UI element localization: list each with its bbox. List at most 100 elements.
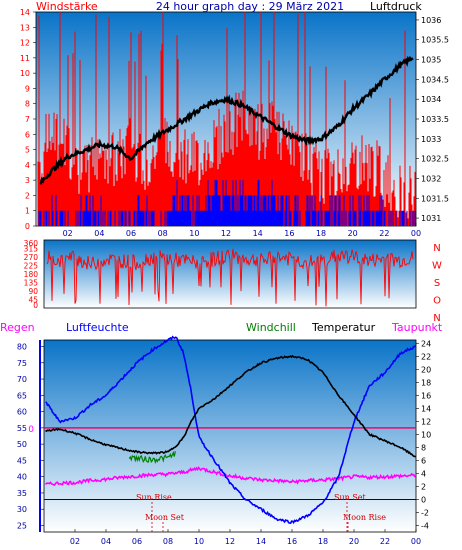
humidity-y-tick: 65 xyxy=(17,391,27,400)
x-tick-label: 08 xyxy=(163,537,173,546)
x-tick-label: 14 xyxy=(253,229,263,238)
sunrise-label: Sun Rise xyxy=(136,493,172,502)
x-tick-label: 20 xyxy=(348,229,358,238)
regen-zero-label: 0 xyxy=(28,425,34,435)
pressure-y-tick: 1035 xyxy=(421,56,441,65)
sunset-label: Sun Set xyxy=(334,493,367,502)
wind-y-tick: 2 xyxy=(25,191,30,200)
temp-y-tick: 0 xyxy=(421,495,426,504)
legend-windchill: Windchill xyxy=(246,321,296,334)
humidity-y-tick: 45 xyxy=(17,456,27,465)
x-tick-label: 16 xyxy=(287,537,297,546)
humidity-y-tick: 80 xyxy=(17,343,27,352)
wind-y-tick: 1 xyxy=(25,207,30,216)
moonset-label: Moon Set xyxy=(145,513,185,522)
direction-y-tick: 180 xyxy=(24,270,39,279)
pressure-y-tick: 1032 xyxy=(421,174,441,183)
humidity-temp-data xyxy=(44,335,417,525)
pressure-y-tick: 1033.5 xyxy=(421,115,449,124)
x-tick-label: 02 xyxy=(63,229,73,238)
x-tick-label: 12 xyxy=(225,537,235,546)
wind-y-tick: 4 xyxy=(25,161,30,170)
header-title: 24 hour graph day : 29 März 2021 xyxy=(156,0,344,13)
direction-y-tick: 45 xyxy=(28,296,38,305)
temperature-line xyxy=(45,354,417,458)
wind-y-tick: 9 xyxy=(25,84,30,93)
humidity-y-tick: 70 xyxy=(17,375,27,384)
moonrise-label: Moon Rise xyxy=(343,513,386,522)
x-tick-label: 04 xyxy=(94,229,104,238)
temp-y-tick: 8 xyxy=(421,443,426,452)
pressure-y-tick: 1034 xyxy=(421,95,441,104)
humidity-y-tick: 40 xyxy=(17,473,27,482)
x-tick-label: 20 xyxy=(349,537,359,546)
temp-y-tick: 18 xyxy=(421,378,431,387)
wind-y-tick: 10 xyxy=(20,69,30,78)
pressure-y-tick: 1031.5 xyxy=(421,194,449,203)
compass-label: S xyxy=(434,278,440,289)
humidity-y-tick: 75 xyxy=(17,359,27,368)
x-tick-label: 10 xyxy=(194,537,204,546)
pressure-y-tick: 1036 xyxy=(421,16,441,25)
direction-y-tick: 90 xyxy=(28,287,38,296)
temp-y-tick: 4 xyxy=(421,469,426,478)
pressure-y-tick: 1035.5 xyxy=(421,36,449,45)
direction-y-tick: 270 xyxy=(24,253,39,262)
legend-luftfeuchte: Luftfeuchte xyxy=(66,321,129,334)
wind-y-tick: 12 xyxy=(20,39,30,48)
wind-y-tick: 5 xyxy=(25,146,30,155)
direction-y-tick: 360 xyxy=(24,239,39,248)
x-tick-label: 02 xyxy=(70,537,80,546)
compass-label: W xyxy=(432,261,442,272)
direction-data xyxy=(46,248,414,307)
compass-label: N xyxy=(433,243,440,254)
legend-regen: Regen xyxy=(0,321,35,334)
x-tick-label: 12 xyxy=(221,229,231,238)
temp-y-tick: 14 xyxy=(421,404,431,413)
wind-panel-ticks: 0123456789101112131410311031.510321032.5… xyxy=(20,8,449,238)
pressure-y-tick: 1033 xyxy=(421,135,441,144)
header-windstaerke-label: Windstärke xyxy=(36,0,98,13)
temp-y-tick: -2 xyxy=(421,508,429,517)
legend-temperatur: Temperatur xyxy=(311,321,376,334)
pressure-y-tick: 1032.5 xyxy=(421,155,449,164)
x-tick-label: 04 xyxy=(101,537,111,546)
temp-y-tick: 6 xyxy=(421,456,426,465)
direction-y-tick: 0 xyxy=(33,301,38,310)
temp-y-tick: -4 xyxy=(421,521,429,530)
wind-y-tick: 0 xyxy=(25,222,30,231)
wind-y-tick: 6 xyxy=(25,130,30,139)
humidity-y-tick: 30 xyxy=(17,505,27,514)
x-tick-label: 14 xyxy=(256,537,266,546)
humidity-y-tick: 55 xyxy=(17,424,27,433)
x-tick-label: 10 xyxy=(189,229,199,238)
x-tick-label: 06 xyxy=(132,537,142,546)
humidity-temp-panel-ticks: 253035404550556065707580-4-2024681012141… xyxy=(17,339,431,546)
temp-y-tick: 20 xyxy=(421,365,431,374)
wind-y-tick: 8 xyxy=(25,100,30,109)
humidity-y-tick: 35 xyxy=(17,489,27,498)
direction-y-tick: 315 xyxy=(24,245,39,254)
temp-y-tick: 16 xyxy=(421,391,431,400)
temp-y-tick: 24 xyxy=(421,339,431,348)
temp-y-tick: 12 xyxy=(421,417,431,426)
windchill-line xyxy=(128,450,176,464)
temp-y-tick: 10 xyxy=(421,430,431,439)
humidity-line xyxy=(45,335,416,525)
header-luftdruck-label: Luftdruck xyxy=(370,0,422,13)
wind-y-tick: 11 xyxy=(20,54,30,63)
x-tick-label: 16 xyxy=(284,229,294,238)
x-tick-label: 22 xyxy=(379,229,389,238)
humidity-temp-panel-background xyxy=(43,339,417,533)
compass-label: O xyxy=(433,296,441,307)
x-tick-label: 06 xyxy=(126,229,136,238)
humidity-y-tick: 50 xyxy=(17,440,27,449)
x-tick-label: 00 xyxy=(411,229,421,238)
wind-pressure-data xyxy=(37,12,416,226)
compass-label: N xyxy=(433,313,440,324)
temp-y-tick: 22 xyxy=(421,352,431,361)
legend-taupunkt: Taupunkt xyxy=(391,321,443,334)
x-tick-label: 00 xyxy=(411,537,421,546)
